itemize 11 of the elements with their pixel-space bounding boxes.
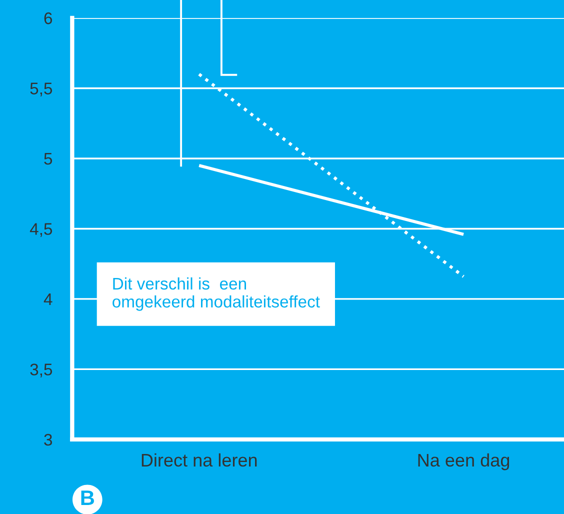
- y-tick-label: 4,5: [30, 223, 52, 237]
- y-tick-label: 5: [44, 153, 52, 165]
- y-tick-label: 3: [44, 434, 52, 446]
- y-tick-label: 3,5: [30, 364, 52, 378]
- text: B: [81, 490, 94, 505]
- y-tick-label: 6: [44, 12, 52, 24]
- y-tick-label: 5,5: [30, 82, 52, 96]
- y-tick-label: 4: [44, 294, 52, 306]
- annotation: Dit verschil is een omgekeerd modaliteitseffect: [112, 277, 320, 311]
- x-tick-label: Na een dag: [418, 453, 510, 470]
- x-tick-label: Direct na leren: [142, 453, 257, 467]
